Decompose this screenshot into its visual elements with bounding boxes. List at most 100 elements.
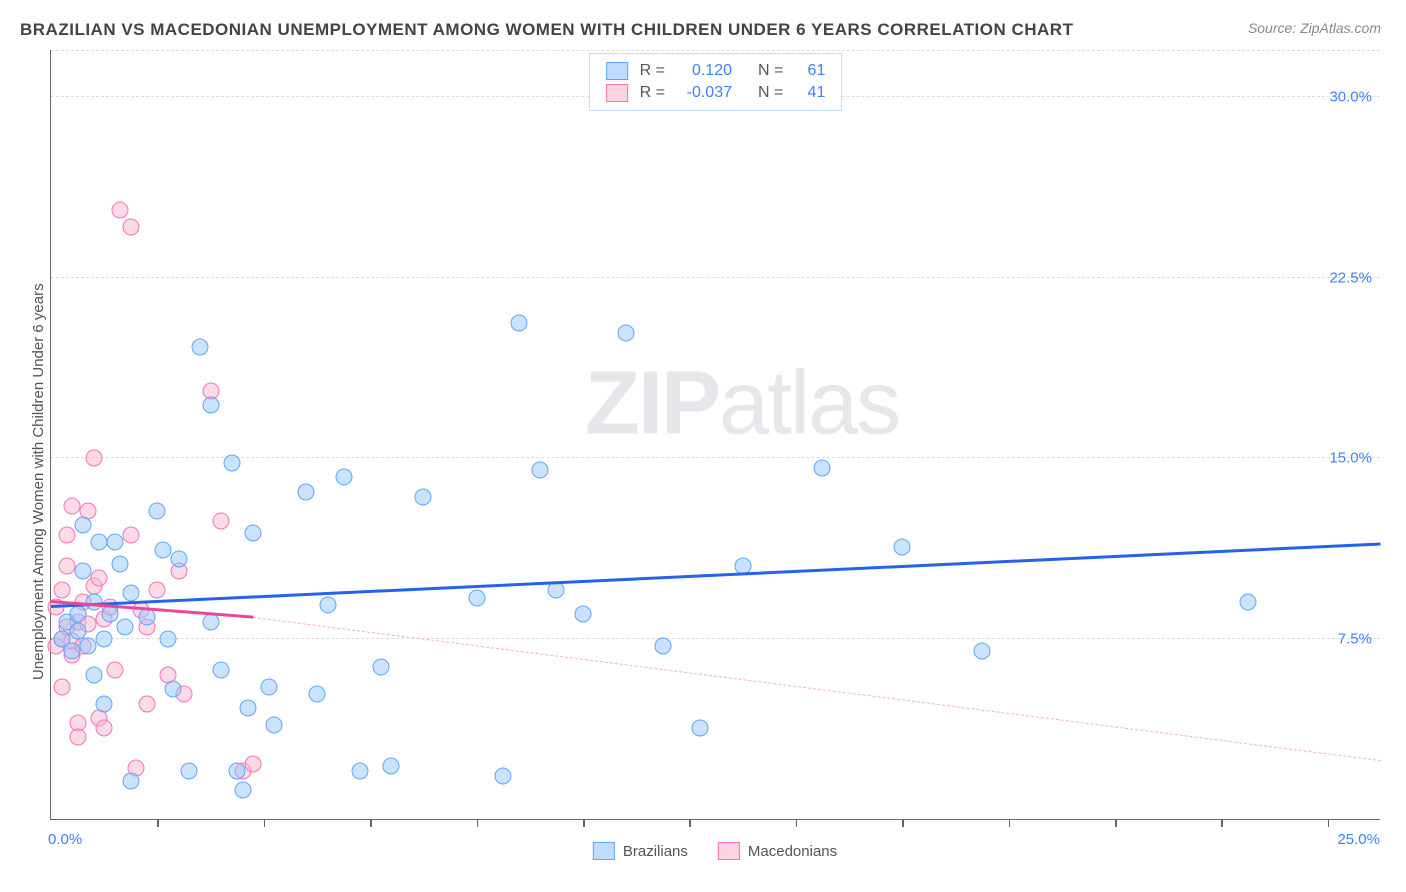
y-tick-label: 22.5% [1329,269,1372,286]
data-point-brazilians [138,608,155,625]
legend-swatch [606,84,628,102]
data-point-brazilians [170,551,187,568]
data-point-brazilians [468,589,485,606]
x-tick [689,819,691,827]
gridline [51,457,1380,458]
x-tick [1221,819,1223,827]
legend-swatch [606,62,628,80]
data-point-brazilians [85,666,102,683]
data-point-macedonians [112,202,129,219]
data-point-brazilians [617,324,634,341]
data-point-macedonians [213,512,230,529]
stat-n-value: 41 [795,84,825,102]
data-point-brazilians [122,772,139,789]
data-point-brazilians [74,517,91,534]
stat-label: N = [758,62,783,80]
stat-label: N = [758,84,783,102]
legend: Brazilians Macedonians [593,842,837,860]
data-point-brazilians [495,767,512,784]
stat-r-value: -0.037 [677,84,732,102]
data-point-brazilians [122,584,139,601]
gridline [51,638,1380,639]
data-point-brazilians [654,637,671,654]
data-point-macedonians [96,719,113,736]
gridline [51,50,1380,51]
data-point-brazilians [74,563,91,580]
stats-row: R =-0.037N =41 [606,82,826,104]
x-tick [1328,819,1330,827]
data-point-brazilians [309,685,326,702]
data-point-brazilians [69,606,86,623]
data-point-brazilians [191,339,208,356]
data-point-brazilians [894,539,911,556]
x-tick [477,819,479,827]
data-point-brazilians [261,678,278,695]
data-point-brazilians [298,483,315,500]
y-axis-label: Unemployment Among Women with Children U… [30,283,47,680]
data-point-macedonians [64,498,81,515]
data-point-brazilians [64,642,81,659]
legend-item: Brazilians [593,842,688,860]
data-point-macedonians [53,678,70,695]
x-tick [157,819,159,827]
x-axis-max-label: 25.0% [1337,831,1380,848]
stat-n-value: 61 [795,62,825,80]
data-point-brazilians [415,488,432,505]
data-point-brazilians [532,462,549,479]
data-point-brazilians [234,782,251,799]
data-point-macedonians [138,695,155,712]
data-point-brazilians [319,596,336,613]
data-point-brazilians [90,534,107,551]
legend-swatch [718,842,740,860]
stat-label: R = [640,62,665,80]
data-point-macedonians [58,527,75,544]
data-point-brazilians [383,758,400,775]
data-point-brazilians [245,524,262,541]
x-tick [370,819,372,827]
trend-line-macedonians-extrapolated [253,617,1381,761]
data-point-macedonians [90,570,107,587]
data-point-brazilians [1240,594,1257,611]
data-point-brazilians [692,719,709,736]
data-point-brazilians [154,541,171,558]
data-point-brazilians [117,618,134,635]
legend-label: Brazilians [623,843,688,860]
x-tick [1009,819,1011,827]
y-tick-label: 30.0% [1329,89,1372,106]
data-point-brazilians [160,630,177,647]
data-point-brazilians [575,606,592,623]
stat-r-value: 0.120 [677,62,732,80]
x-tick [583,819,585,827]
data-point-macedonians [245,755,262,772]
stats-row: R = 0.120 N = 61 [606,60,826,82]
legend-swatch [593,842,615,860]
data-point-macedonians [122,219,139,236]
y-tick-label: 15.0% [1329,450,1372,467]
x-axis-origin-label: 0.0% [48,831,82,848]
data-point-brazilians [149,503,166,520]
chart-plot-area: ZIPatlas 7.5%15.0%22.5%30.0% R =0.120N =… [50,50,1380,820]
gridline [51,277,1380,278]
data-point-macedonians [122,527,139,544]
data-point-brazilians [112,555,129,572]
x-tick [902,819,904,827]
data-point-brazilians [974,642,991,659]
data-point-macedonians [106,661,123,678]
data-point-brazilians [548,582,565,599]
data-point-macedonians [53,582,70,599]
legend-item: Macedonians [718,842,837,860]
x-tick [1115,819,1117,827]
data-point-macedonians [69,729,86,746]
data-point-brazilians [335,469,352,486]
data-point-brazilians [202,613,219,630]
data-point-brazilians [80,637,97,654]
data-point-macedonians [58,558,75,575]
data-point-brazilians [101,606,118,623]
watermark: ZIPatlas [585,352,899,455]
data-point-brazilians [96,630,113,647]
data-point-brazilians [266,717,283,734]
data-point-macedonians [149,582,166,599]
data-point-brazilians [213,661,230,678]
legend-label: Macedonians [748,843,837,860]
data-point-brazilians [239,700,256,717]
